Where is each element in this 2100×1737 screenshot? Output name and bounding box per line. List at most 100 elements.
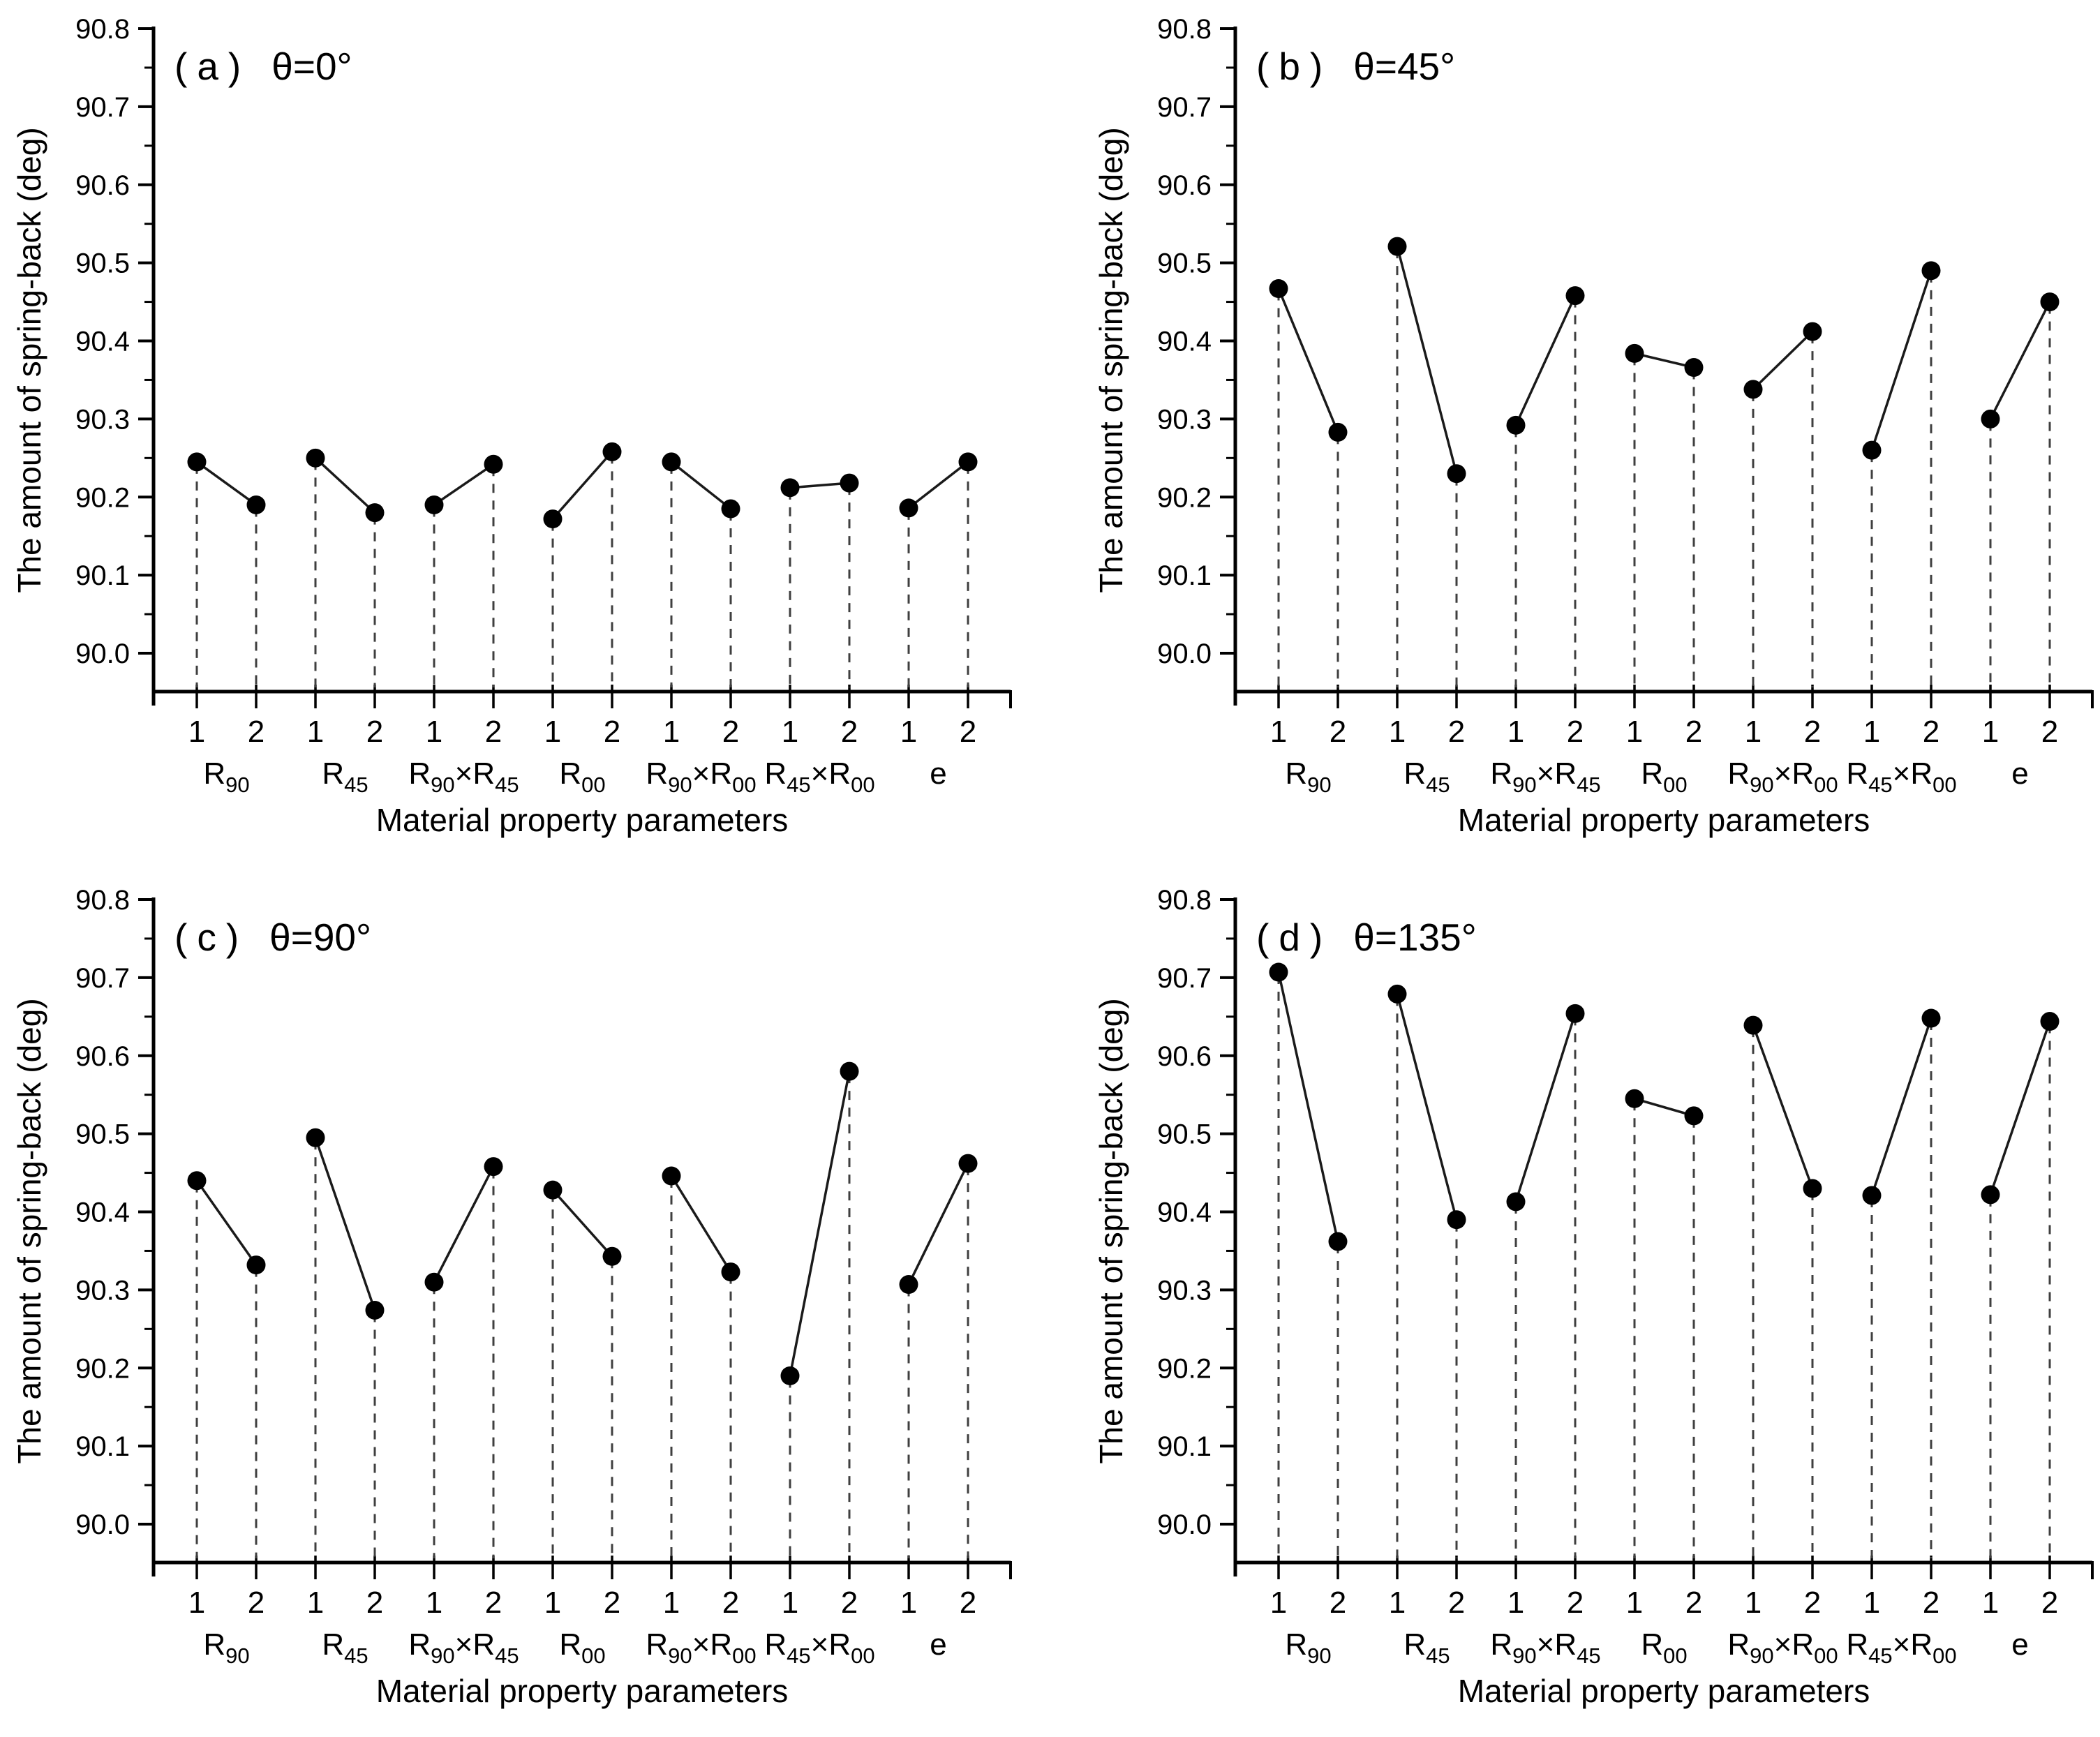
y-tick-label: 90.1: [1157, 1431, 1212, 1462]
y-tick-label: 90.2: [75, 1353, 130, 1384]
y-tick-label: 90.0: [75, 1509, 130, 1540]
data-point-level1: [424, 1272, 444, 1292]
y-tick-label: 90.2: [1157, 1353, 1212, 1384]
x-tick-label: 2: [366, 715, 383, 749]
category-label-subscript: 00: [1663, 773, 1687, 797]
x-axis-label: Material property parameters: [1458, 802, 1870, 838]
data-point-level1: [1625, 1089, 1644, 1108]
x-tick-label: 2: [1685, 1586, 1702, 1620]
x-tick-label: 2: [1448, 1586, 1465, 1620]
category-label: R90​×R00​: [1727, 756, 1838, 797]
data-point-level2: [1684, 358, 1704, 378]
category-label-subscript: 00: [851, 1643, 874, 1668]
data-point-level1: [1743, 380, 1763, 399]
series-line: [314, 457, 376, 514]
category-label: R45​×R00​: [1846, 756, 1956, 797]
x-tick-label: 1: [900, 715, 917, 749]
y-tick-label: 90.7: [75, 92, 130, 123]
series-line: [789, 482, 850, 489]
x-axis-label: Material property parameters: [376, 802, 789, 838]
data-point-level1: [780, 478, 800, 498]
category-label-subscript: 45: [1868, 1643, 1892, 1668]
x-tick-label: 1: [544, 715, 561, 749]
panel-title-theta: θ=135°: [1353, 916, 1476, 959]
category-label-main: R: [203, 1627, 225, 1662]
x-axis-label: Material property parameters: [1458, 1673, 1870, 1709]
category-label-main: R: [1727, 756, 1750, 791]
x-tick-label: 1: [1507, 1586, 1524, 1620]
category-label-subscript: 90: [225, 1643, 249, 1668]
x-tick-label: 1: [188, 715, 205, 749]
series-line: [1277, 288, 1339, 433]
y-axis-label: The amount of spring-back (deg): [1093, 998, 1129, 1463]
data-point-level1: [1269, 279, 1288, 299]
category-label-main: R: [322, 756, 344, 791]
data-point-level1: [424, 495, 444, 514]
y-tick-label: 90.1: [1157, 560, 1212, 591]
category-label-subscript: 00: [851, 773, 874, 797]
category-label-main: R: [1727, 1627, 1750, 1662]
x-tick-label: 1: [663, 715, 680, 749]
category-label: R90​×R00​: [1727, 1627, 1838, 1668]
data-point-level2: [1328, 422, 1348, 442]
category-label-main: R: [646, 1627, 668, 1662]
data-point-level1: [1743, 1015, 1763, 1035]
category-label-main: ×R: [1537, 1627, 1577, 1662]
category-label: R00​: [1641, 756, 1687, 797]
category-label-subscript: 45: [344, 1643, 368, 1668]
data-point-level2: [1447, 464, 1466, 484]
x-tick-label: 1: [1982, 1586, 1999, 1620]
data-point-level1: [543, 1180, 563, 1200]
y-tick-label: 90.0: [1157, 639, 1212, 669]
category-label: R45​: [1403, 1627, 1450, 1668]
category-label-subscript: 45: [1577, 1643, 1600, 1668]
category-label: R45​×R00​: [1846, 1627, 1956, 1668]
series-line: [1870, 270, 1933, 451]
x-tick-label: 1: [426, 1586, 442, 1620]
data-point-level1: [899, 1275, 918, 1295]
x-tick-label: 1: [900, 1586, 917, 1620]
category-label-subscript: 45: [1868, 773, 1892, 797]
data-point-level2: [484, 454, 503, 474]
y-tick-label: 90.2: [1157, 482, 1212, 513]
category-label-subscript: 45: [1426, 1643, 1450, 1668]
y-tick-label: 90.7: [1157, 963, 1212, 994]
category-label-main: R: [764, 1627, 787, 1662]
data-point-level1: [306, 448, 325, 468]
panel-title-theta: θ=0°: [271, 45, 352, 88]
category-label-main: R: [1846, 1627, 1868, 1662]
x-tick-label: 1: [1863, 1586, 1880, 1620]
x-tick-label: 1: [782, 715, 798, 749]
data-point-level2: [1565, 1004, 1585, 1023]
x-tick-label: 1: [1745, 715, 1762, 749]
category-label-subscript: 45: [495, 773, 519, 797]
data-point-level2: [1921, 1008, 1941, 1028]
category-label-subscript: 00: [1933, 773, 1956, 797]
x-tick-label: 2: [1448, 715, 1465, 749]
y-tick-label: 90.3: [1157, 1275, 1212, 1306]
x-tick-label: 1: [307, 715, 324, 749]
y-tick-label: 90.3: [1157, 404, 1212, 435]
data-point-level2: [246, 1255, 266, 1275]
category-label-subscript: 90: [1750, 1643, 1773, 1668]
series-line: [314, 1137, 376, 1311]
category-label: R45​: [1403, 756, 1450, 797]
category-label: e: [930, 1627, 946, 1662]
data-point-level2: [721, 499, 740, 519]
category-label: R45​: [322, 1627, 368, 1668]
category-label-main: R: [1490, 756, 1512, 791]
category-label-main: ×R: [455, 1627, 495, 1662]
category-label-main: ×R: [811, 1627, 851, 1662]
data-point-level1: [1862, 440, 1882, 460]
y-axis-label: The amount of spring-back (deg): [1093, 127, 1129, 592]
x-tick-label: 2: [366, 1586, 383, 1620]
category-label-subscript: 45: [495, 1643, 519, 1668]
data-point-level1: [1269, 962, 1288, 982]
category-label-subscript: 90: [431, 773, 454, 797]
category-label-subscript: 45: [1577, 773, 1600, 797]
data-point-level2: [721, 1262, 740, 1282]
x-tick-label: 2: [2041, 1586, 2058, 1620]
category-label-subscript: 90: [1307, 773, 1331, 797]
y-tick-label: 90.7: [1157, 92, 1212, 123]
series-line: [907, 461, 969, 509]
